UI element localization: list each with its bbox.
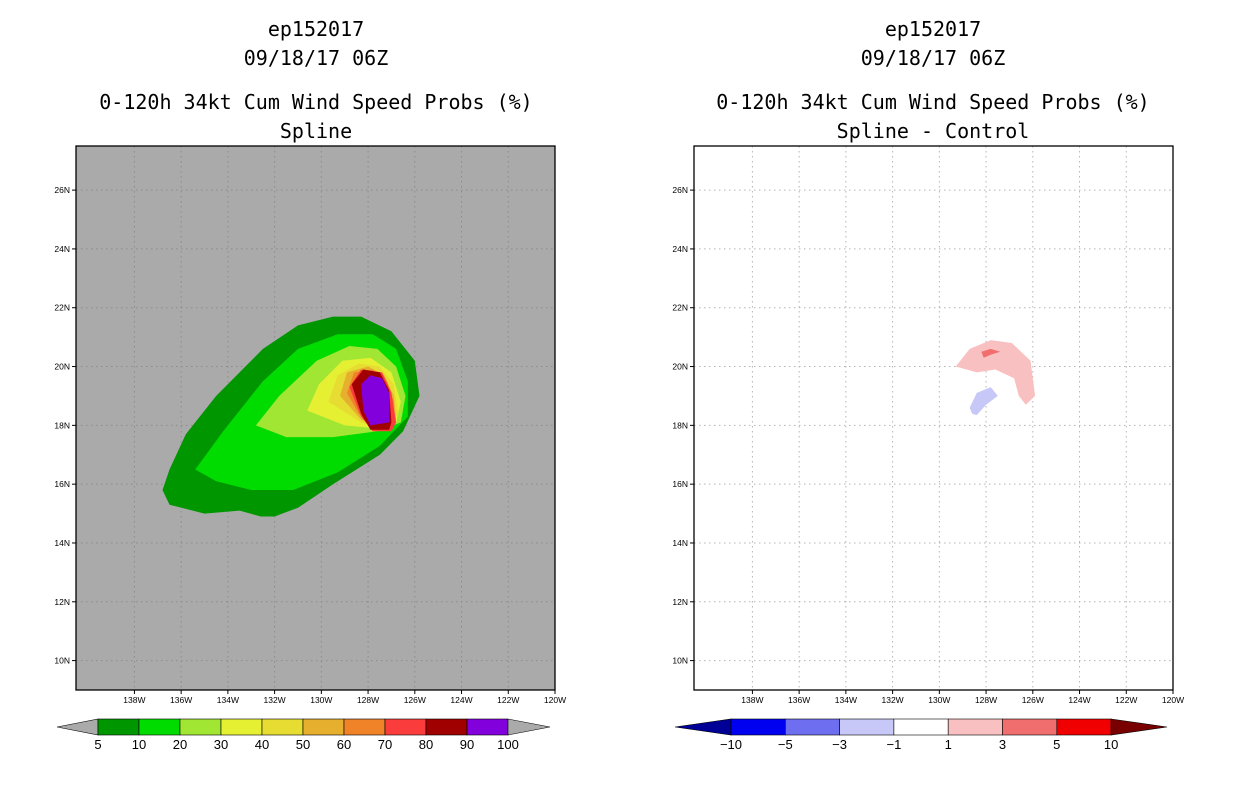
contour-level-neg1 bbox=[969, 387, 998, 416]
right-title-storm: ep152017 bbox=[884, 17, 982, 41]
left-title-storm: ep152017 bbox=[267, 17, 365, 41]
x-tick-label: 136W bbox=[170, 695, 192, 705]
colorbar-box bbox=[425, 718, 468, 736]
colorbar-box bbox=[138, 718, 181, 736]
right-title-main: 0-120h 34kt Cum Wind Speed Probs (%) bbox=[716, 90, 1150, 114]
right-colorbar: −10 −5 −3 −1 1 3 5 10 bbox=[674, 718, 1168, 752]
colorbar-box bbox=[893, 718, 949, 736]
colorbar-label: 30 bbox=[214, 737, 228, 752]
y-tick-label: 12N bbox=[54, 597, 70, 607]
colorbar-label: 3 bbox=[999, 737, 1006, 752]
colorbar-label: 60 bbox=[337, 737, 351, 752]
y-tick-label: 12N bbox=[672, 597, 688, 607]
x-tick-label: 138W bbox=[741, 695, 763, 705]
x-tick-label: 130W bbox=[310, 695, 332, 705]
plot-background bbox=[694, 146, 1173, 690]
y-tick-label: 22N bbox=[672, 303, 688, 313]
colorbar-box bbox=[1002, 718, 1058, 736]
y-tick-label: 16N bbox=[54, 479, 70, 489]
y-tick-label: 10N bbox=[54, 656, 70, 666]
left-plot-group: 138W 136W 134W 132W 130W 128W 126W 124W 122W 120W… bbox=[54, 145, 566, 705]
colorbar-label: 100 bbox=[497, 737, 519, 752]
colorbar-box bbox=[947, 718, 1003, 736]
right-title-subtitle: Spline - Control bbox=[836, 119, 1030, 143]
colorbar-label: 80 bbox=[419, 737, 433, 752]
x-tick-label: 124W bbox=[1068, 695, 1090, 705]
y-tick-label: 20N bbox=[54, 362, 70, 372]
contour-level-90 bbox=[361, 375, 390, 426]
plot-frame bbox=[75, 145, 556, 691]
colorbar-box bbox=[97, 718, 140, 736]
contour-level-1 bbox=[955, 340, 1036, 405]
colorbar-label: 50 bbox=[296, 737, 310, 752]
y-tick-label: 26N bbox=[672, 185, 688, 195]
colorbar-box bbox=[784, 718, 840, 736]
colorbar-box bbox=[343, 718, 386, 736]
y-tick-label: 20N bbox=[672, 362, 688, 372]
y-tick-label: 18N bbox=[54, 420, 70, 430]
contour-level-3 bbox=[981, 348, 1001, 358]
y-tick-label: 24N bbox=[672, 244, 688, 254]
colorbar-label: 5 bbox=[1053, 737, 1060, 752]
colorbar-end-arrow-left bbox=[674, 718, 732, 736]
x-tick-label: 126W bbox=[404, 695, 426, 705]
y-tick-label: 22N bbox=[54, 303, 70, 313]
colorbar-box bbox=[384, 718, 427, 736]
colorbar-end-arrow-left bbox=[56, 718, 99, 736]
x-tick-label: 120W bbox=[1162, 695, 1184, 705]
left-title-main: 0-120h 34kt Cum Wind Speed Probs (%) bbox=[99, 90, 533, 114]
x-tick-label: 126W bbox=[1022, 695, 1044, 705]
colorbar-label: 90 bbox=[460, 737, 474, 752]
x-tick-label: 122W bbox=[497, 695, 519, 705]
x-tick-label: 124W bbox=[450, 695, 472, 705]
colorbar-label: −3 bbox=[832, 737, 847, 752]
x-tick-label: 120W bbox=[544, 695, 566, 705]
colorbar-label: 20 bbox=[173, 737, 187, 752]
left-title-subtitle: Spline bbox=[279, 119, 353, 143]
colorbar-box bbox=[466, 718, 509, 736]
colorbar-label: −10 bbox=[720, 737, 742, 752]
colorbar-box bbox=[839, 718, 895, 736]
colorbar-end-arrow-right bbox=[507, 718, 551, 736]
y-tick-label: 16N bbox=[672, 479, 688, 489]
x-tick-label: 134W bbox=[835, 695, 857, 705]
y-tick-label: 14N bbox=[672, 538, 688, 548]
colorbar-box bbox=[220, 718, 263, 736]
x-tick-label: 128W bbox=[975, 695, 997, 705]
right-plot-group: 138W 136W 134W 132W 130W 128W 126W 124W 122W 120W… bbox=[672, 145, 1184, 705]
colorbar-box bbox=[730, 718, 786, 736]
colorbar-label: −1 bbox=[886, 737, 901, 752]
x-tick-label: 136W bbox=[788, 695, 810, 705]
left-colorbar: 5 10 20 30 40 50 60 70 80 90 100 bbox=[56, 718, 551, 752]
x-tick-label: 132W bbox=[264, 695, 286, 705]
x-tick-label: 130W bbox=[928, 695, 950, 705]
colorbar-end-arrow-right bbox=[1110, 718, 1168, 736]
colorbar-label: 40 bbox=[255, 737, 269, 752]
x-tick-label: 132W bbox=[882, 695, 904, 705]
y-tick-label: 18N bbox=[672, 420, 688, 430]
colorbar-label: −5 bbox=[778, 737, 793, 752]
right-title-date: 09/18/17 06Z bbox=[860, 46, 1006, 70]
x-tick-label: 138W bbox=[123, 695, 145, 705]
colorbar-label: 5 bbox=[94, 737, 101, 752]
colorbar-box bbox=[1056, 718, 1112, 736]
colorbar-box bbox=[302, 718, 345, 736]
colorbar-label: 10 bbox=[1104, 737, 1118, 752]
colorbar-label: 1 bbox=[945, 737, 952, 752]
y-tick-label: 26N bbox=[54, 185, 70, 195]
colorbar-box bbox=[179, 718, 222, 736]
y-tick-label: 10N bbox=[672, 656, 688, 666]
plot-frame bbox=[693, 145, 1174, 691]
y-tick-label: 14N bbox=[54, 538, 70, 548]
colorbar-label: 70 bbox=[378, 737, 392, 752]
x-tick-label: 134W bbox=[217, 695, 239, 705]
y-tick-label: 24N bbox=[54, 244, 70, 254]
colorbar-label: 10 bbox=[132, 737, 146, 752]
left-title-date: 09/18/17 06Z bbox=[243, 46, 389, 70]
colorbar-box bbox=[261, 718, 304, 736]
x-tick-label: 122W bbox=[1115, 695, 1137, 705]
x-tick-label: 128W bbox=[357, 695, 379, 705]
